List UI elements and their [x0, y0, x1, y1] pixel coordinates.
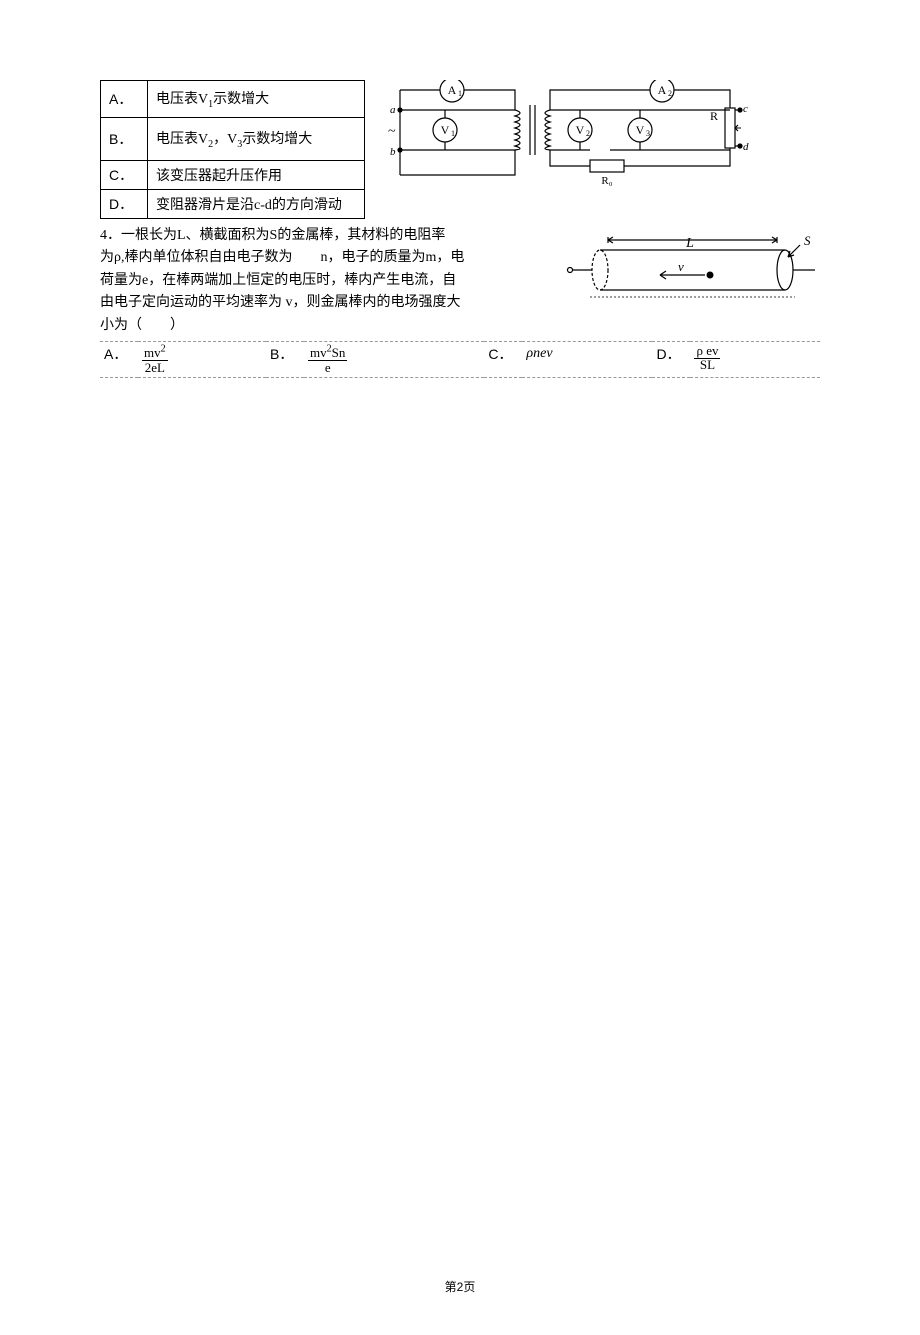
q3-opt-d-text: 变阻器滑片是沿c-d的方向滑动 [148, 190, 365, 219]
q3-opt-a-label: A． [101, 81, 148, 118]
q4-rod-diagram: L S v [560, 235, 820, 305]
q3-opt-a-text: 电压表V1示数增大 [148, 81, 365, 118]
q4-ans-c-label: C． [484, 341, 522, 377]
q4-ans-d-label: D． [652, 341, 690, 377]
svg-text:2: 2 [668, 89, 672, 98]
q3-opt-c-label: C． [101, 161, 148, 190]
q4-ans-a: mv22eL [138, 341, 266, 377]
q3-opt-d-label: D． [101, 190, 148, 219]
svg-text:S: S [804, 235, 811, 248]
svg-text:1: 1 [451, 129, 455, 138]
q4-block: 4．一根长为L、横截面积为S的金属棒，其材料的电阻率 为ρ,棒内单位体积自由电子… [100, 225, 820, 337]
q3-row: A． 电压表V1示数增大 B． 电压表V2，V3示数均增大 C． 该变压器起升压… [100, 80, 820, 219]
q3-opt-b-label: B． [101, 118, 148, 161]
q4-stem: 4．一根长为L、横截面积为S的金属棒，其材料的电阻率 为ρ,棒内单位体积自由电子… [100, 225, 540, 337]
svg-text:a: a [390, 104, 396, 116]
q4-ans-c: ρnev [522, 341, 652, 377]
q4-ans-a-label: A． [100, 341, 138, 377]
q3-opt-c-text: 该变压器起升压作用 [148, 161, 365, 190]
svg-text:A: A [658, 83, 667, 97]
q4-answers-table: A． mv22eL B． mv2Sne C． ρnev D． ρ evSL [100, 341, 820, 378]
svg-text:V: V [636, 123, 645, 137]
svg-text:A: A [448, 83, 457, 97]
svg-text:c: c [743, 103, 748, 115]
svg-text:R: R [710, 109, 718, 123]
q4-ans-d: ρ evSL [690, 341, 820, 377]
svg-text:R₀: R₀ [601, 175, 612, 187]
svg-text:3: 3 [646, 129, 650, 138]
svg-text:V: V [441, 123, 450, 137]
svg-text:~: ~ [388, 124, 396, 139]
svg-text:v: v [678, 259, 684, 274]
svg-text:V: V [576, 123, 585, 137]
svg-text:L: L [685, 236, 694, 251]
q3-options-table: A． 电压表V1示数增大 B． 电压表V2，V3示数均增大 C． 该变压器起升压… [100, 80, 365, 219]
svg-text:1: 1 [458, 89, 462, 98]
page-number: 第2页 [100, 1278, 820, 1295]
q4-ans-b: mv2Sne [304, 341, 484, 377]
q4-ans-b-label: B． [266, 341, 304, 377]
q3-circuit-diagram: A 1 a ~ b V 1 [385, 80, 755, 190]
svg-text:2: 2 [586, 129, 590, 138]
q3-opt-b-text: 电压表V2，V3示数均增大 [148, 118, 365, 161]
svg-text:d: d [743, 141, 749, 153]
svg-text:b: b [390, 146, 396, 158]
